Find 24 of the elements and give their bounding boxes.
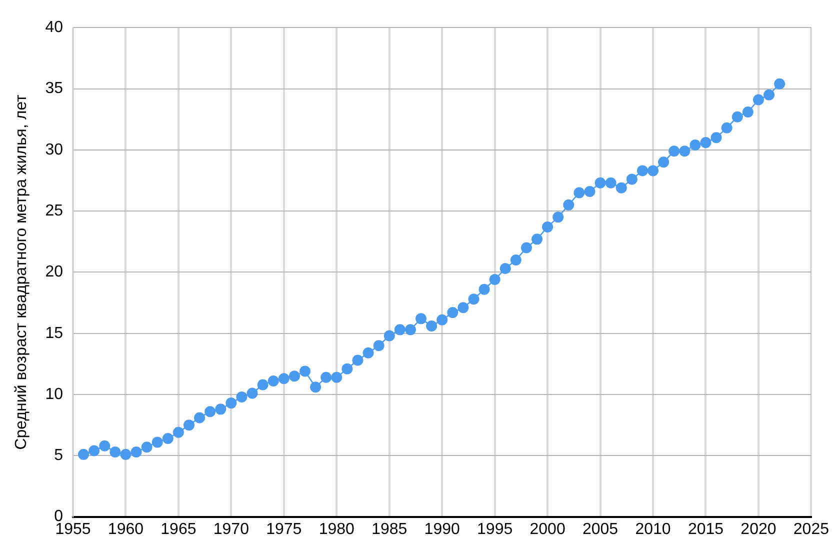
y-tick-label: 5 [54, 447, 64, 464]
x-tick-label: 2025 [793, 520, 830, 538]
y-tick-label: 25 [45, 202, 64, 220]
x-tick-label: 2000 [530, 520, 566, 538]
y-tick-label: 15 [45, 324, 64, 342]
x-tick-label: 1970 [213, 520, 250, 538]
x-tick-label: 2005 [582, 520, 618, 538]
x-tick-label: 1975 [266, 520, 302, 538]
y-tick-label: 30 [45, 141, 64, 158]
y-tick-label: 10 [45, 386, 64, 403]
x-tick-label: 1965 [160, 520, 196, 538]
x-tick-label: 1985 [372, 520, 408, 538]
y-tick-label: 20 [45, 264, 64, 281]
y-tick-label: 35 [45, 80, 64, 98]
x-tick-label: 1990 [424, 520, 460, 538]
x-tick-label: 2010 [635, 520, 671, 538]
x-tick-label: 1960 [108, 520, 144, 538]
y-axis-title: Средний возраст квадратного метра жилья, лет [13, 94, 30, 450]
x-tick-label: 1980 [318, 520, 355, 538]
x-tick-label: 2015 [688, 520, 724, 538]
y-tick-label: 40 [45, 19, 64, 36]
x-tick-label: 1955 [55, 520, 91, 538]
x-tick-label: 1995 [477, 520, 513, 538]
x-tick-label: 2020 [740, 520, 776, 538]
